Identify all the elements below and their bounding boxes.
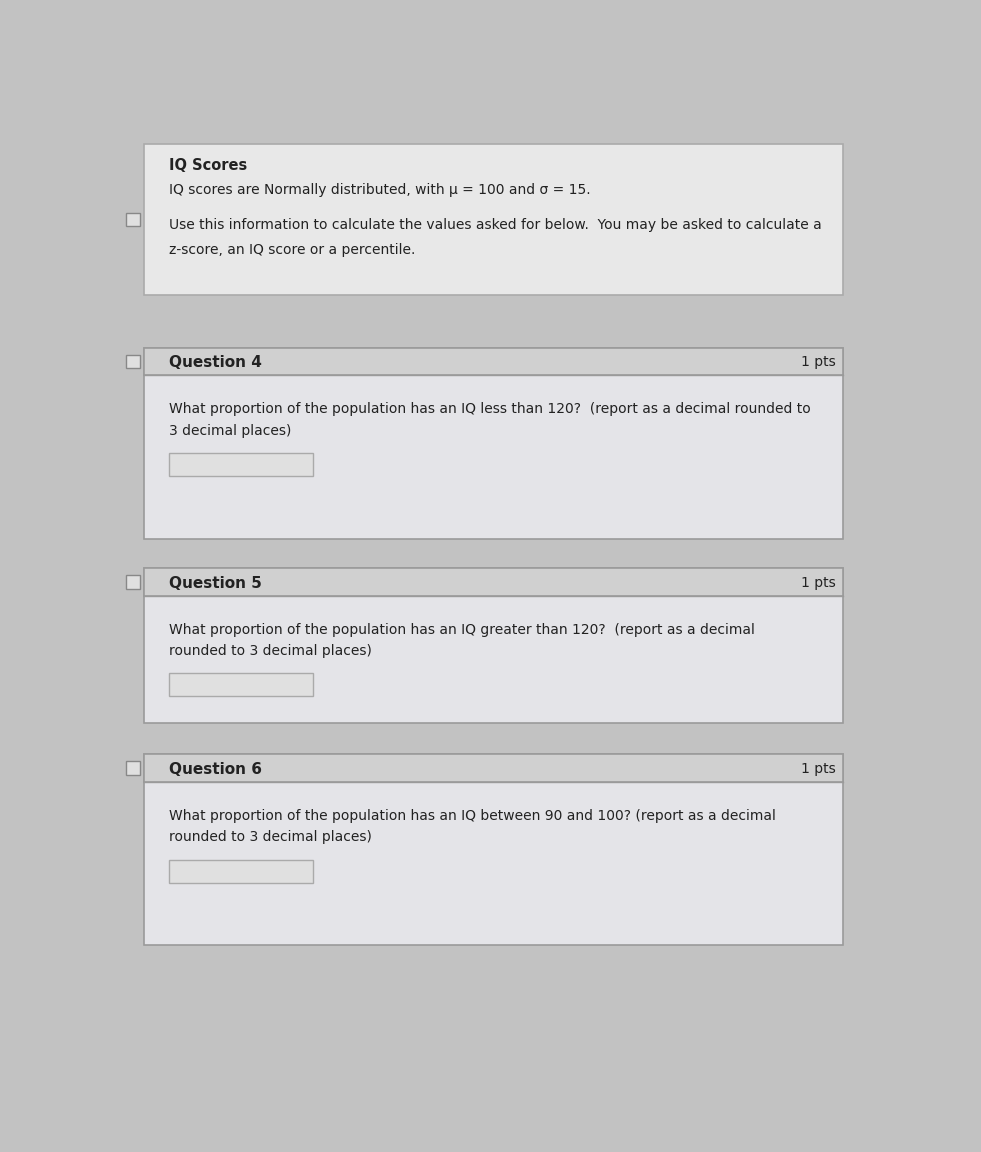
Bar bbox=[169, 453, 313, 476]
Bar bbox=[169, 859, 313, 882]
Text: IQ Scores: IQ Scores bbox=[169, 158, 247, 173]
Text: rounded to 3 decimal places): rounded to 3 decimal places) bbox=[169, 644, 372, 658]
Bar bbox=[144, 348, 844, 376]
Text: Question 5: Question 5 bbox=[169, 576, 262, 591]
Bar bbox=[144, 755, 844, 782]
Bar bbox=[144, 348, 844, 539]
Text: Question 4: Question 4 bbox=[169, 355, 262, 371]
Text: z-score, an IQ score or a percentile.: z-score, an IQ score or a percentile. bbox=[169, 243, 416, 257]
Text: 1 pts: 1 pts bbox=[800, 761, 836, 776]
Bar bbox=[126, 213, 139, 227]
Bar bbox=[144, 568, 844, 723]
Bar bbox=[169, 674, 313, 697]
Bar bbox=[126, 355, 139, 369]
Bar bbox=[126, 575, 139, 589]
Bar bbox=[126, 761, 139, 775]
Text: 1 pts: 1 pts bbox=[800, 355, 836, 370]
Bar bbox=[144, 755, 844, 945]
Bar bbox=[144, 144, 844, 295]
Bar bbox=[144, 568, 844, 596]
Text: 1 pts: 1 pts bbox=[800, 576, 836, 590]
Text: What proportion of the population has an IQ between 90 and 100? (report as a dec: What proportion of the population has an… bbox=[169, 809, 776, 823]
Text: What proportion of the population has an IQ greater than 120?  (report as a deci: What proportion of the population has an… bbox=[169, 622, 755, 637]
Text: IQ scores are Normally distributed, with μ = 100 and σ = 15.: IQ scores are Normally distributed, with… bbox=[169, 183, 591, 197]
Text: rounded to 3 decimal places): rounded to 3 decimal places) bbox=[169, 831, 372, 844]
Text: Question 6: Question 6 bbox=[169, 761, 262, 776]
Text: Use this information to calculate the values asked for below.  You may be asked : Use this information to calculate the va… bbox=[169, 219, 822, 233]
Text: What proportion of the population has an IQ less than 120?  (report as a decimal: What proportion of the population has an… bbox=[169, 402, 811, 416]
Text: 3 decimal places): 3 decimal places) bbox=[169, 424, 291, 438]
